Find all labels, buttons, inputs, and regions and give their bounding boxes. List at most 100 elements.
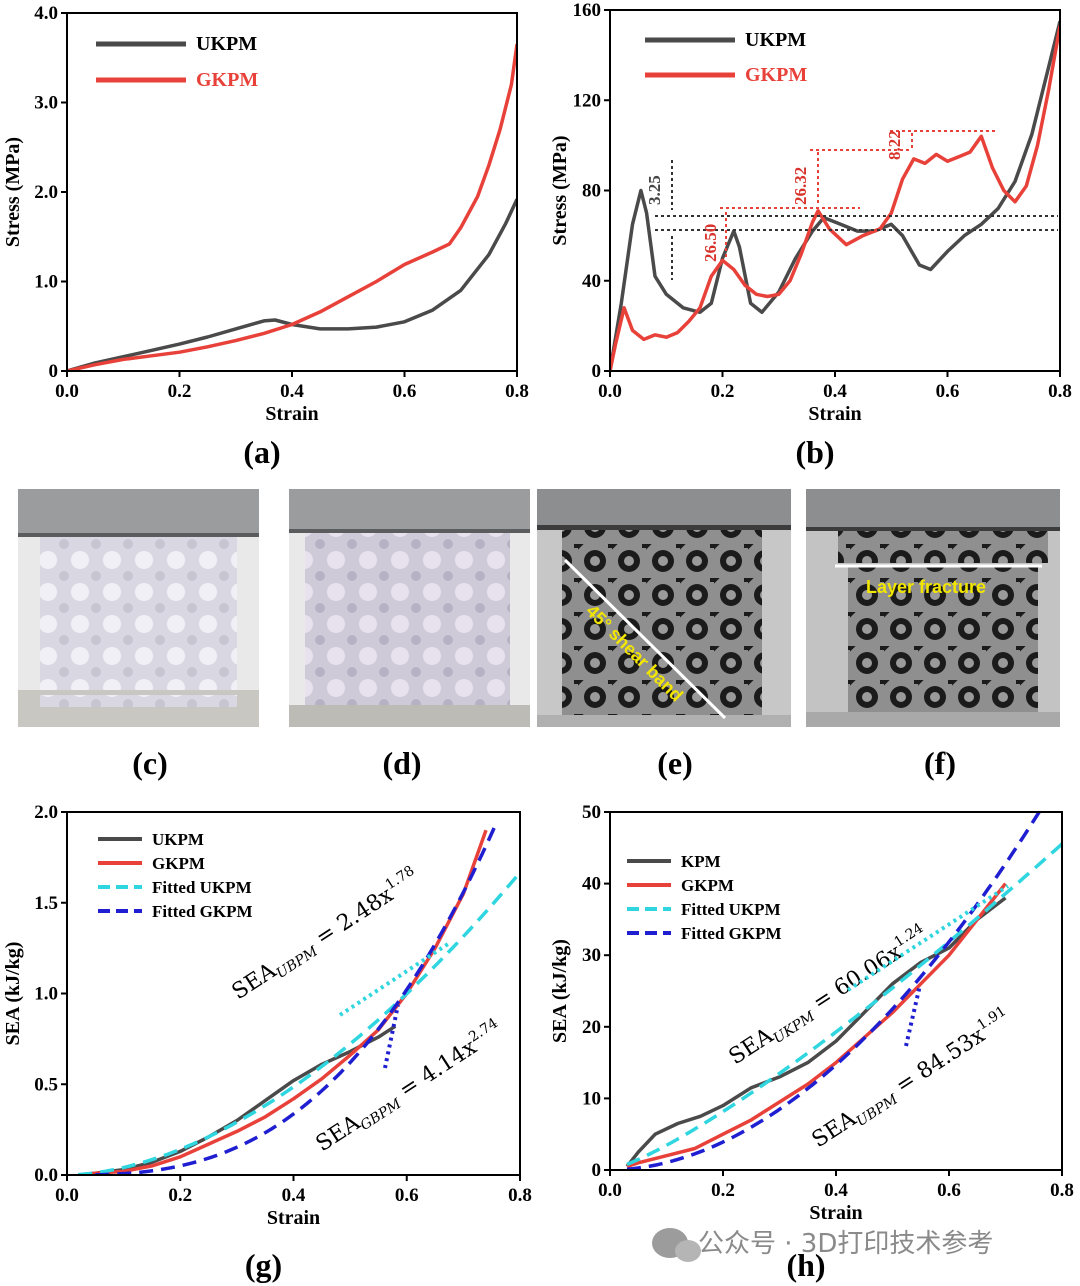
svg-text:SEAUBPM = 84.53x1.91: SEAUBPM = 84.53x1.91 [806,1003,1017,1155]
chart-panel-b: 0.0 0.2 0.4 0.6 0.8 0 40 80 120 160 Strain Stress (… [549,0,1072,470]
panel-label-e: (e) [657,745,693,781]
annotations-b: 3.25 26.50 26.32 8.22 [645,130,1058,280]
ytick-label: 40 [582,874,601,895]
ytick-label: 80 [582,181,601,202]
plot-area-b [610,20,1060,371]
series-g-fitted-gkpm [95,820,499,1175]
ytick-label: 3.0 [34,93,58,114]
annotation-26-32: 26.32 [791,167,810,205]
series-h-fitted-ukpm [626,842,1062,1167]
legend-label: UKPM [745,29,806,51]
xtick-label: 0.6 [936,381,960,402]
xtick-label: 0.4 [280,381,304,402]
ytick-label: 2.0 [34,182,58,203]
photo-f-caption: Layer fracture [866,577,986,597]
xtick-label: 0.0 [55,381,79,402]
xtick-label: 0.2 [168,381,192,402]
annotation-3-25: 3.25 [645,175,664,205]
xtick-label: 0.6 [393,381,417,402]
panel-label-f: (f) [924,745,956,781]
x-axis-label: Strain [809,1202,862,1224]
equation-g-1-pointer [338,942,450,1017]
photo-c [18,489,259,727]
legend-label: Fitted GKPM [152,902,253,921]
svg-text:SEAUBPM = 2.48x1.78: SEAUBPM = 2.48x1.78 [226,863,426,1008]
series-h-kpm [625,896,1007,1168]
x-axis-label: Strain [808,403,861,425]
legend-b: UKPM GKPM [645,29,807,86]
series-g-ukpm [78,1024,397,1175]
xtick-label: 0.2 [168,1185,192,1206]
equation-g-2: SEAGBPM = 4.14x2.74 [310,1015,509,1159]
chart-panel-h: 0.0 0.2 0.4 0.6 0.8 0 10 20 30 40 50 Strain SEA (kJ/… [549,802,1074,1283]
equation-g-1: SEAUBPM = 2.48x1.78 [226,863,426,1008]
legend-label: Fitted GKPM [681,924,782,943]
ytick-label: 10 [582,1088,601,1109]
ytick-label: 160 [573,0,602,21]
legend-g: UKPM GKPM Fitted UKPM Fitted GKPM [98,830,253,921]
chart-panel-g: 0.0 0.2 0.4 0.6 0.8 0.0 0.5 1.0 1.5 2.0 Strain SEA … [2,802,532,1283]
ytick-label: 0 [49,361,59,382]
series-h-fitted-gkpm [626,810,1041,1170]
xtick-label: 0.4 [824,1180,848,1201]
plot-area-a [67,44,517,371]
equation-h-2: SEAUBPM = 84.53x1.91 [806,1003,1017,1155]
axes-frame-b [609,9,1061,372]
ytick-label: 50 [582,802,601,823]
y-axis-label: Stress (MPa) [549,135,571,245]
series-g-gkpm [78,829,488,1175]
ytick-label: 20 [582,1017,601,1038]
xtick-label: 0.4 [823,381,847,402]
annotation-26-50: 26.50 [701,224,720,262]
ytick-label: 1.5 [34,893,58,914]
xtick-label: 0.0 [598,1180,622,1201]
y-axis-label: SEA (kJ/kg) [2,942,24,1046]
annotation-8-22: 8.22 [885,130,904,160]
legend-h: KPM GKPM Fitted UKPM Fitted GKPM [627,852,782,943]
xtick-label: 0.8 [1048,381,1072,402]
ytick-label: 2.0 [34,802,58,823]
series-a-gkpm [67,44,517,371]
legend-label: UKPM [196,33,257,55]
legend-label: KPM [681,852,721,871]
xtick-label: 0.0 [55,1185,79,1206]
xtick-label: 0.0 [598,381,622,402]
chart-panel-a: 0.0 0.2 0.4 0.6 0.8 0 1.0 2.0 3.0 4.0 Strain Stress… [2,3,529,470]
watermark-text: 公众号 · 3D打印技术参考 [698,1229,993,1259]
photo-f: Layer fracture [806,489,1060,727]
xtick-label: 0.2 [711,1180,735,1201]
legend-label: Fitted UKPM [152,878,252,897]
ytick-label: 1.0 [34,272,58,293]
xtick-label: 0.2 [711,381,735,402]
legend-label: GKPM [681,876,734,895]
series-b-gkpm [610,25,1060,371]
series-a-ukpm [67,198,517,371]
axes-frame-a [66,12,518,372]
panel-label-d: (d) [382,745,421,781]
legend-label: GKPM [196,69,258,91]
series-g-fitted-ukpm [78,871,520,1175]
plot-area-h [625,810,1062,1170]
ytick-label: 4.0 [34,3,58,24]
legend-label: Fitted UKPM [681,900,781,919]
legend-label: UKPM [152,830,204,849]
ytick-label: 0.0 [34,1165,58,1186]
panel-label-c: (c) [132,745,168,781]
photo-d [289,489,530,727]
xtick-label: 0.8 [1050,1180,1074,1201]
xtick-label: 0.6 [395,1185,419,1206]
ytick-label: 0 [592,1160,602,1181]
axes-frame-g [66,811,521,1176]
ytick-label: 120 [573,90,602,111]
xtick-label: 0.8 [505,381,529,402]
panel-label-g: (g) [245,1247,282,1283]
ytick-label: 40 [582,271,601,292]
legend-label: GKPM [745,64,807,86]
panel-label-h: (h) [786,1247,825,1283]
xtick-label: 0.8 [508,1185,532,1206]
y-axis-label: Stress (MPa) [2,137,24,247]
panel-label-a: (a) [243,434,280,470]
svg-text:SEAGBPM = 4.14x2.74: SEAGBPM = 4.14x2.74 [310,1015,509,1159]
legend-a: UKPM GKPM [96,33,258,91]
